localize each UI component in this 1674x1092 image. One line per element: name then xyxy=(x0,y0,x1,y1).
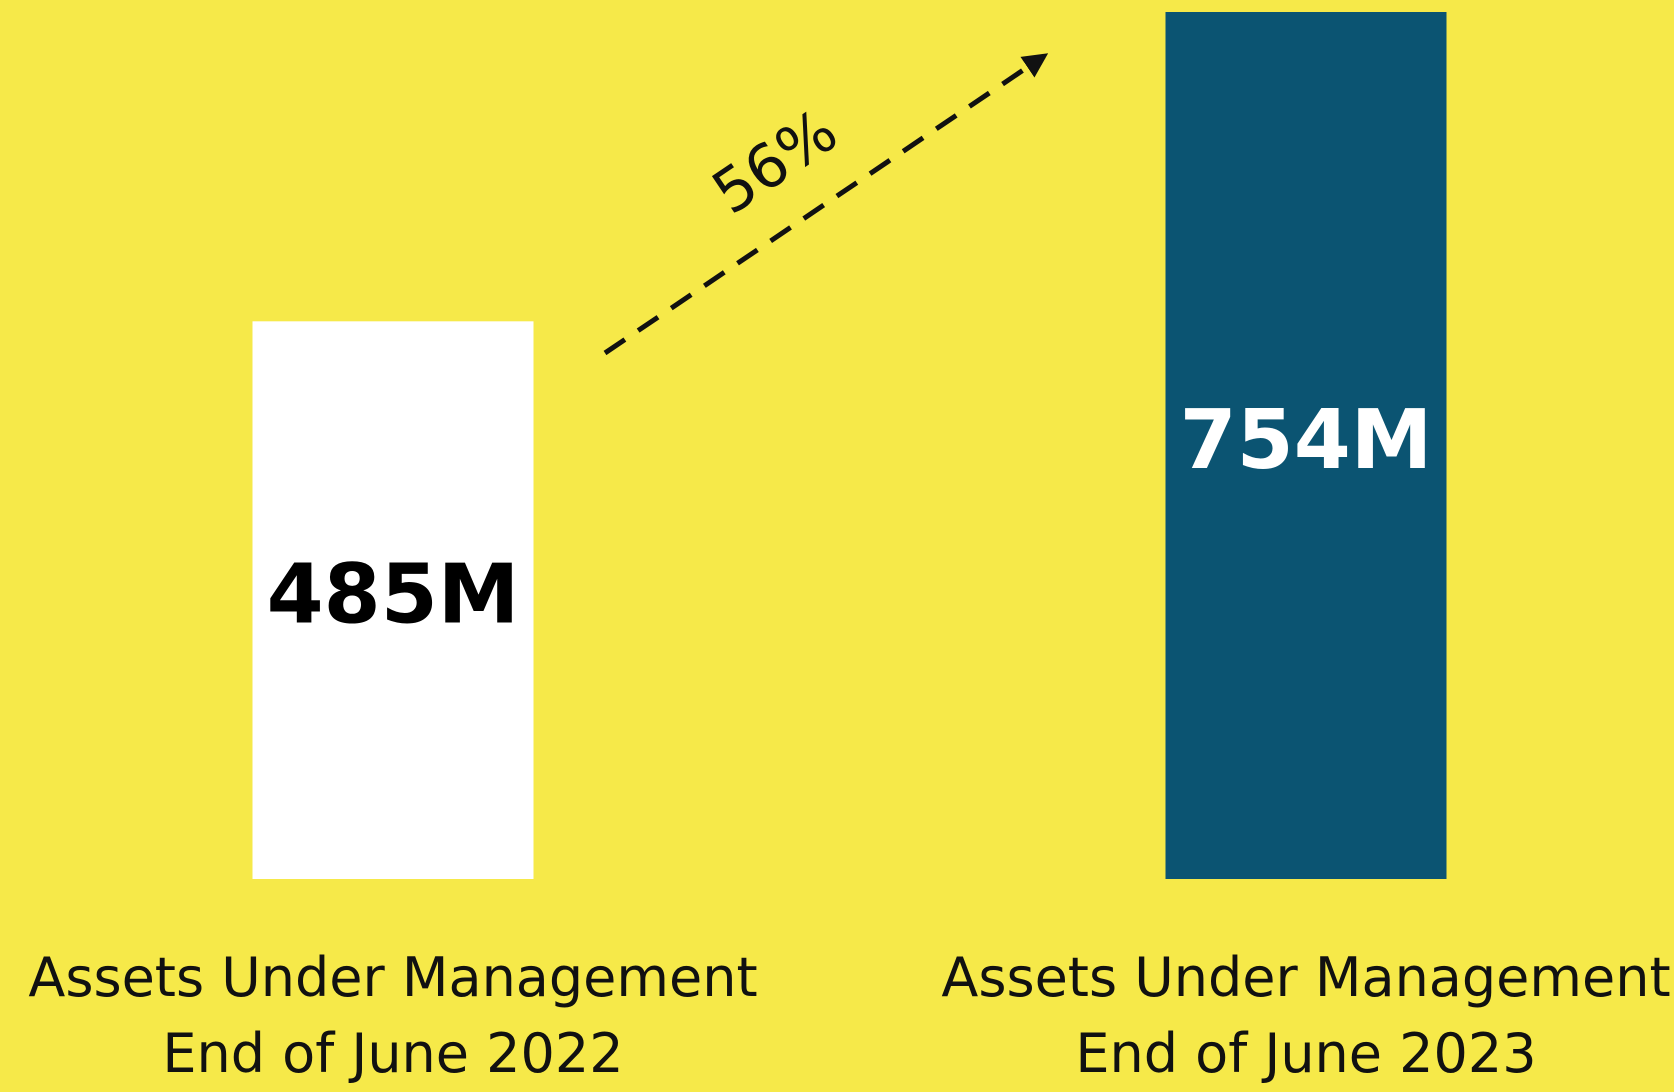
growth-annotation: 56% xyxy=(700,96,850,229)
value-label: 485M xyxy=(267,548,520,643)
category-label: Assets Under Management End of June 2022 xyxy=(28,946,758,1085)
bar xyxy=(252,321,534,879)
bar xyxy=(1165,12,1447,879)
growth-arrow xyxy=(603,53,1049,356)
category-label: Assets Under Management End of June 2023 xyxy=(941,946,1671,1085)
value-label: 754M xyxy=(1180,393,1433,488)
